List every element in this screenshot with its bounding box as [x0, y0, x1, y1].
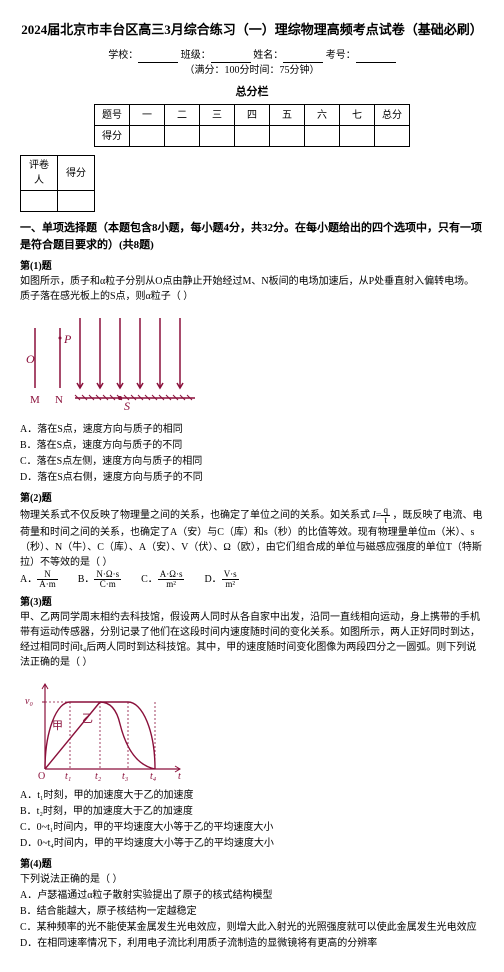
school-label: 学校：: [108, 50, 138, 61]
q3: 第(3)题 甲、乙两同学周末相约去科技馆，假设两人同时从各自家中出发，沿同一直线…: [20, 595, 484, 851]
q4-opt-c: C．某种频率的光不能使某金属发生光电效应，则增大此入射光的光照强度就可以使此金属…: [20, 920, 484, 935]
q2: 第(2)题 物理关系式不仅反映了物理量之间的关系，也确定了单位之间的关系。如关系…: [20, 491, 484, 589]
svg-text:O: O: [26, 352, 35, 366]
q4-stem: 下列说法正确的是（ ）: [20, 872, 484, 887]
q2-stem-a: 物理关系式不仅反映了物理量之间的关系，也确定了单位之间的关系。如关系式: [20, 510, 370, 521]
q3-opt-d: D．0~t₄时间内，甲的平均速度大小等于乙的平均速度大小: [20, 836, 484, 851]
section1-heading: 一、单项选择题（本题包含8小题，每小题4分，共32分。在每小题给出的四个选项中，…: [20, 220, 484, 253]
score-h3: 三: [200, 105, 235, 126]
q2-stem: 物理关系式不仅反映了物理量之间的关系，也确定了单位之间的关系。如关系式 I=qt…: [20, 506, 484, 570]
examno-label: 考号：: [326, 50, 356, 61]
score-c4: [235, 126, 270, 147]
svg-text:t: t: [178, 771, 181, 782]
q4-num: 第(4)题: [20, 857, 484, 872]
q1-opt-c: C．落在S点左侧，速度方向与质子的相同: [20, 454, 484, 469]
score-c7: [340, 126, 375, 147]
name-label: 姓名：: [253, 50, 283, 61]
q1-opt-d: D．落在S点右侧，速度方向与质子的不同: [20, 470, 484, 485]
q4-opt-b: B．结合能越大，原子核结构一定越稳定: [20, 904, 484, 919]
svg-text:t₂: t₂: [95, 771, 102, 782]
score-h5: 五: [270, 105, 305, 126]
exam-title: 2024届北京市丰台区高三3月综合练习（一）理综物理高频考点试卷（基础必刷）: [20, 20, 484, 40]
score-h4: 四: [235, 105, 270, 126]
score-c6: [305, 126, 340, 147]
score-h1: 一: [130, 105, 165, 126]
svg-text:N: N: [55, 394, 63, 406]
svg-text:乙: 乙: [82, 712, 93, 725]
q2-opt-c: C．A·Ω·sm²: [141, 570, 184, 589]
q2-opt-d: D．V·sm²: [204, 570, 238, 589]
score-c5: [270, 126, 305, 147]
q2-opt-a: A．NA·m: [20, 570, 58, 589]
q3-num: 第(3)题: [20, 595, 484, 610]
svg-text:M: M: [30, 394, 40, 406]
q2-opt-b: B．N·Ω·sC·m: [78, 570, 121, 589]
score-c1: [130, 126, 165, 147]
svg-text:O: O: [38, 771, 45, 782]
reviewer-c2: 得分: [58, 156, 95, 191]
reviewer-table: 评卷人 得分: [20, 155, 95, 212]
meta-line-2: （满分：100分时间：75分钟）: [20, 63, 484, 78]
score-c3: [200, 126, 235, 147]
q3-stem: 甲、乙两同学周末相约去科技馆，假设两人同时从各自家中出发，沿同一直线相向运动，身…: [20, 610, 484, 670]
q1-opt-b: B．落在S点，速度方向与质子的不同: [20, 438, 484, 453]
meta-line-1: 学校： 班级： 姓名： 考号：: [20, 48, 484, 63]
examno-blank: [356, 51, 396, 63]
score-h7: 七: [340, 105, 375, 126]
svg-text:P: P: [63, 332, 72, 346]
svg-text:S: S: [124, 399, 130, 413]
q1-opt-a: A．落在S点，速度方向与质子的相同: [20, 422, 484, 437]
reviewer-b1: [21, 191, 58, 212]
q3-figure: v₀ O t₁ t₂ t₃ t₄ t 甲 乙: [20, 674, 190, 784]
score-table: 题号 一 二 三 四 五 六 七 总分 得分: [94, 104, 410, 147]
score-h0: 题号: [95, 105, 130, 126]
score-caption: 总分栏: [20, 84, 484, 101]
q2-fI-b: t: [381, 516, 390, 525]
q2-num: 第(2)题: [20, 491, 484, 506]
score-h2: 二: [165, 105, 200, 126]
class-label: 班级：: [181, 50, 211, 61]
score-h6: 六: [305, 105, 340, 126]
score-h8: 总分: [375, 105, 410, 126]
name-blank: [283, 51, 323, 63]
q4-opt-a: A．卢瑟福通过α粒子散射实验提出了原子的核式结构模型: [20, 888, 484, 903]
q1-figure: O P M N S: [20, 308, 220, 418]
q1: 第(1)题 如图所示，质子和α粒子分别从O点由静止开始经过M、N板间的电场加速后…: [20, 259, 484, 485]
score-c8: [375, 126, 410, 147]
svg-text:甲: 甲: [52, 720, 63, 732]
class-blank: [211, 51, 251, 63]
score-c2: [165, 126, 200, 147]
svg-text:t₄: t₄: [150, 771, 157, 782]
q4: 第(4)题 下列说法正确的是（ ） A．卢瑟福通过α粒子散射实验提出了原子的核式…: [20, 857, 484, 951]
school-blank: [138, 51, 178, 63]
q4-opt-d: D．在相同速率情况下，利用电子流比利用质子流制造的显微镜将有更高的分辨率: [20, 936, 484, 951]
reviewer-c1: 评卷人: [21, 156, 58, 191]
q3-ylabel: v₀: [25, 696, 33, 707]
reviewer-b2: [58, 191, 95, 212]
q1-stem: 如图所示，质子和α粒子分别从O点由静止开始经过M、N板间的电场加速后，从P处垂直…: [20, 274, 484, 304]
q3-opt-a: A．t₁时刻，甲的加速度大于乙的加速度: [20, 788, 484, 803]
q1-num: 第(1)题: [20, 259, 484, 274]
svg-text:t₁: t₁: [65, 771, 71, 782]
svg-text:t₃: t₃: [122, 771, 129, 782]
q3-opt-b: B．t₂时刻，甲的加速度大于乙的加速度: [20, 804, 484, 819]
q3-opt-c: C．0~t₁时间内，甲的平均速度大小等于乙的平均速度大小: [20, 820, 484, 835]
score-row-label: 得分: [95, 126, 130, 147]
